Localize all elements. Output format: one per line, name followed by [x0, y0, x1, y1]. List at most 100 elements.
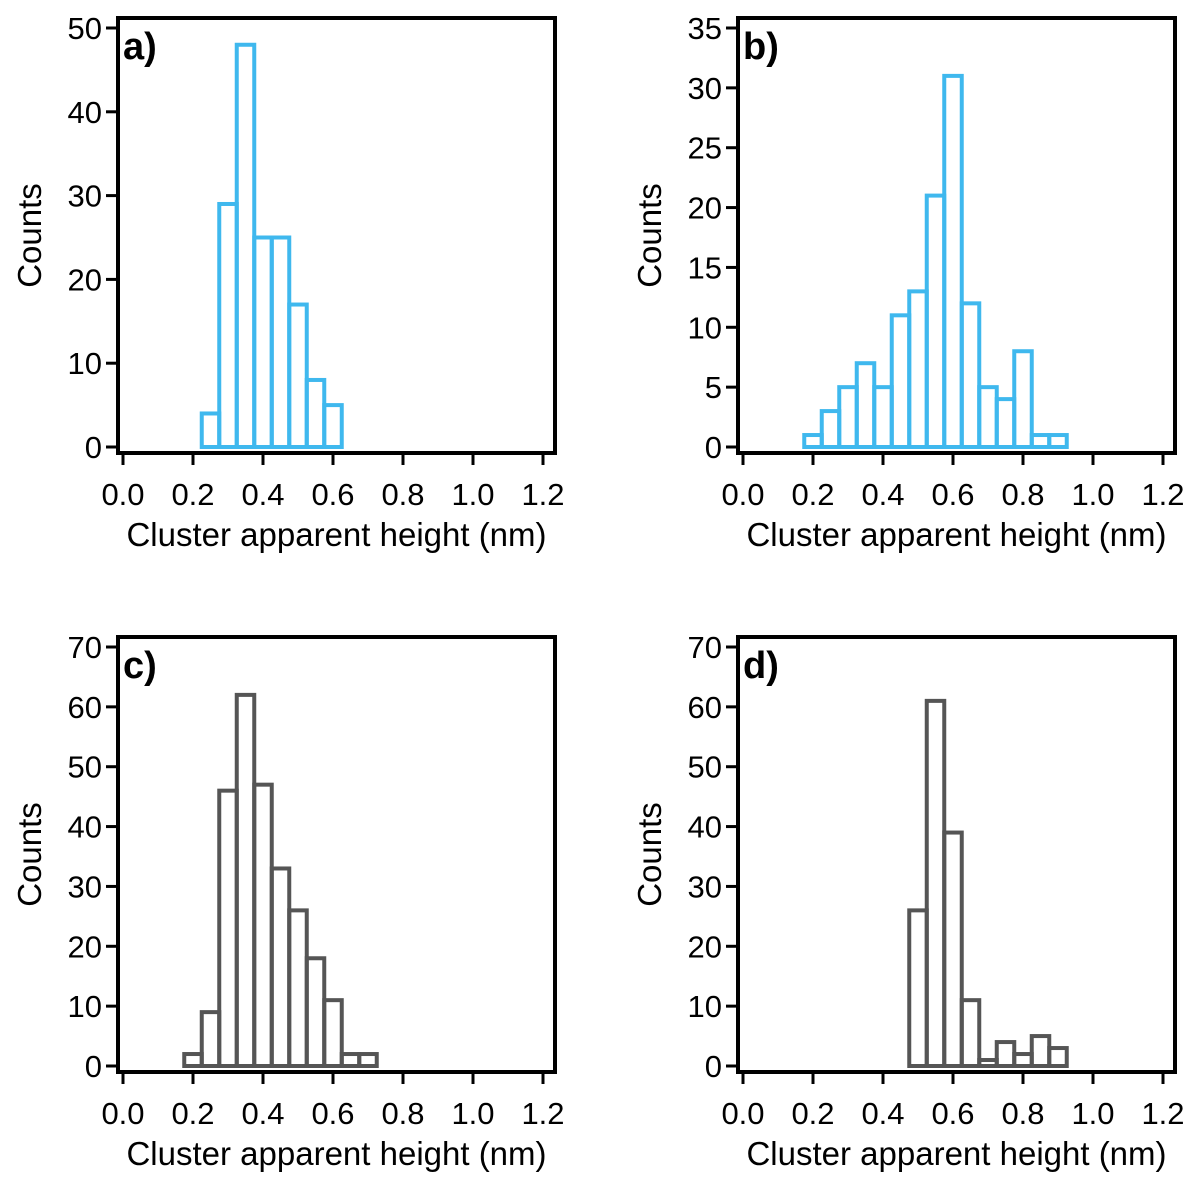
x-tick-label: 0.0	[101, 477, 144, 512]
y-tick-label: 15	[688, 250, 722, 285]
y-tick-label: 0	[705, 1049, 722, 1084]
y-tick-label: 60	[68, 690, 102, 725]
histogram-bar	[269, 866, 292, 1068]
panel-c: 0 10 20 30 40 50 60 70 0.0 0.2 0.4 0.6 0.8 1.0 1.2 Clus…	[0, 619, 599, 1203]
histogram-bar	[234, 42, 257, 449]
x-tick-label: 0.6	[931, 1096, 974, 1131]
histogram-bar	[217, 788, 239, 1069]
y-axis-title: Counts	[11, 802, 48, 907]
x-axis-title: Cluster apparent height (nm)	[746, 516, 1166, 553]
histogram-bar	[234, 692, 257, 1068]
histogram-svg: 0 10 20 30 40 50 60 70 0.0 0.2 0.4 0.6 0.8 1.0 1.2 Clus…	[11, 630, 565, 1172]
histogram-bar	[287, 908, 309, 1068]
x-tick-label: 0.8	[381, 1096, 424, 1131]
histogram-bar	[304, 956, 327, 1068]
y-tick-label: 70	[688, 630, 722, 665]
histogram-bar	[252, 782, 274, 1069]
y-tick-label: 0	[705, 430, 722, 465]
y-tick-label: 0	[85, 1049, 102, 1084]
y-tick-label: 20	[68, 262, 102, 297]
histogram-bar	[322, 403, 344, 450]
histogram-bar	[924, 698, 947, 1068]
histogram-figure: 0 10 20 30 40 50 0.0 0.2 0.4 0.6 0.8 1.0 1.2 Cluster …	[11, 0, 1198, 1172]
x-tick-label: 0.8	[1001, 1096, 1044, 1131]
y-tick-label: 40	[68, 810, 102, 845]
y-tick-label: 25	[688, 131, 722, 166]
histogram-bar	[199, 411, 222, 450]
y-tick-label: 30	[68, 869, 102, 904]
panel-label: a)	[123, 26, 157, 68]
y-axis: 0 10 20 30 40 50 60 70	[68, 630, 118, 1084]
histogram-bar	[924, 193, 947, 449]
histogram-bar	[942, 830, 964, 1068]
histogram-bar	[819, 409, 842, 450]
x-tick-label: 1.0	[451, 1096, 494, 1131]
x-tick-label: 1.0	[451, 477, 494, 512]
histogram-bar	[322, 998, 344, 1068]
y-tick-label: 30	[68, 179, 102, 214]
y-tick-label: 35	[688, 11, 722, 46]
y-tick-label: 10	[68, 346, 102, 381]
histogram-svg: 0 10 20 30 40 50 60 70 0.0 0.2 0.4 0.6 0.8 1.0 1.2 Clus…	[631, 630, 1185, 1172]
y-axis-title: Counts	[631, 183, 668, 288]
histogram-bar	[217, 201, 239, 449]
x-tick-label: 0.2	[791, 1096, 834, 1131]
y-tick-label: 50	[688, 750, 722, 785]
bars	[802, 73, 1069, 450]
histogram-bar	[304, 377, 327, 449]
plot-frame	[116, 16, 557, 455]
x-tick-label: 0.0	[721, 1096, 764, 1131]
histogram-bar	[872, 385, 894, 449]
x-tick-label: 0.4	[861, 477, 904, 512]
x-tick-label: 0.4	[241, 1096, 284, 1131]
histogram-bar	[802, 433, 824, 449]
histogram-bar	[287, 302, 309, 450]
panel-label: c)	[123, 645, 157, 687]
x-tick-label: 0.0	[101, 1096, 144, 1131]
x-tick-label: 0.8	[1001, 477, 1044, 512]
histogram-bar	[1029, 1034, 1052, 1069]
histogram-svg: 0 10 20 30 40 50 0.0 0.2 0.4 0.6 0.8 1.0 1.2 Cluster …	[11, 11, 565, 553]
x-tick-label: 1.2	[1141, 477, 1184, 512]
x-tick-label: 1.2	[521, 477, 564, 512]
panel-d: 0 10 20 30 40 50 60 70 0.0 0.2 0.4 0.6 0.8 1.0 1.2 Clus…	[620, 619, 1198, 1203]
y-tick-label: 10	[688, 989, 722, 1024]
histogram-bar	[959, 998, 982, 1068]
histogram-bar	[269, 235, 292, 449]
bars	[907, 698, 1069, 1069]
histogram-bar	[1012, 349, 1034, 450]
x-axis: 0.0 0.2 0.4 0.6 0.8 1.0 1.2	[101, 1072, 565, 1131]
histogram-bar	[837, 385, 859, 449]
bars	[182, 692, 379, 1069]
histogram-bar	[942, 73, 964, 449]
panel-label: d)	[743, 645, 779, 687]
y-tick-label: 20	[688, 191, 722, 226]
histogram-bar	[994, 1040, 1017, 1068]
y-tick-label: 70	[68, 630, 102, 665]
x-axis: 0.0 0.2 0.4 0.6 0.8 1.0 1.2	[721, 453, 1185, 512]
histogram-bar	[1047, 1046, 1069, 1068]
panel-b: 0 5 10 15 20 25 30 35 0.0 0.2 0.4 0.6 0.8 1.0 1.2 Clust…	[620, 0, 1198, 584]
histogram-bar	[182, 1052, 204, 1068]
histogram-bar	[994, 397, 1017, 450]
y-tick-label: 40	[68, 95, 102, 130]
histogram-bar	[907, 289, 929, 449]
x-axis: 0.0 0.2 0.4 0.6 0.8 1.0 1.2	[721, 1072, 1185, 1131]
y-tick-label: 10	[68, 989, 102, 1024]
x-axis: 0.0 0.2 0.4 0.6 0.8 1.0 1.2	[101, 453, 565, 512]
x-tick-label: 0.4	[241, 477, 284, 512]
x-tick-label: 0.6	[311, 477, 354, 512]
x-tick-label: 0.6	[931, 477, 974, 512]
y-axis: 0 10 20 30 40 50	[68, 11, 118, 465]
bars	[199, 42, 344, 450]
histogram-bar	[977, 1058, 999, 1068]
histogram-bar	[199, 1010, 222, 1068]
histogram-bar	[252, 235, 274, 449]
x-tick-label: 1.2	[1141, 1096, 1184, 1131]
x-tick-label: 0.2	[171, 477, 214, 512]
histogram-svg: 0 5 10 15 20 25 30 35 0.0 0.2 0.4 0.6 0.8 1.0 1.2 Clust…	[631, 11, 1185, 553]
histogram-bar	[854, 361, 877, 450]
x-tick-label: 0.0	[721, 477, 764, 512]
y-axis: 0 10 20 30 40 50 60 70	[688, 630, 738, 1084]
y-tick-label: 30	[688, 869, 722, 904]
